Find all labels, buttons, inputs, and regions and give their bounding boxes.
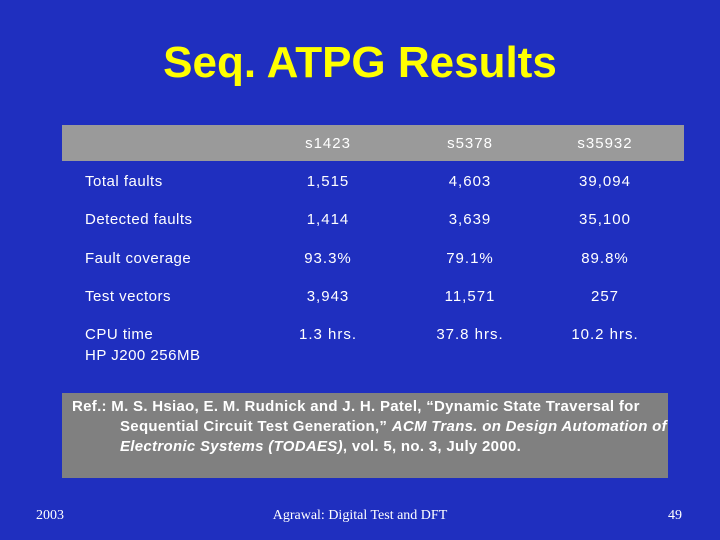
table-cell: 1,515 bbox=[306, 173, 350, 190]
table-cell: 3,639 bbox=[448, 211, 492, 228]
reference: Ref.: M. S. Hsiao, E. M. Rudnick and J. … bbox=[72, 397, 710, 457]
table-cell: 4,603 bbox=[448, 173, 492, 190]
row-label: Total faults bbox=[85, 173, 163, 190]
row-label: HP J200 256MB bbox=[85, 347, 201, 364]
reference-box: Ref.: M. S. Hsiao, E. M. Rudnick and J. … bbox=[62, 393, 668, 478]
table-cell: 11,571 bbox=[444, 288, 496, 305]
table-cell: 39,094 bbox=[579, 173, 631, 190]
table-cell: 1.3 hrs. bbox=[298, 326, 358, 343]
table-cell: 37.8 hrs. bbox=[436, 326, 504, 343]
table-cell: 35,100 bbox=[579, 211, 631, 228]
reference-text: , vol. 5, no. 3, July 2000. bbox=[342, 438, 522, 455]
table-cell: 79.1% bbox=[446, 250, 494, 267]
row-label: Detected faults bbox=[85, 211, 193, 228]
reference-journal: ACM Trans. on Design Automation of Elect… bbox=[120, 418, 667, 455]
page-number: 49 bbox=[668, 508, 682, 523]
row-label: Fault coverage bbox=[85, 250, 192, 267]
header-band bbox=[62, 125, 684, 161]
footer-title: Agrawal: Digital Test and DFT bbox=[272, 508, 448, 523]
table-cell: 257 bbox=[590, 288, 620, 305]
footer-year: 2003 bbox=[36, 508, 64, 523]
column-header: s1423 bbox=[305, 135, 351, 152]
column-header: s5378 bbox=[447, 135, 493, 152]
table-cell: 1,414 bbox=[306, 211, 350, 228]
table-cell: 3,943 bbox=[306, 288, 350, 305]
slide-title: Seq. ATPG Results bbox=[163, 38, 557, 87]
table-cell: 93.3% bbox=[304, 250, 352, 267]
table-cell: 10.2 hrs. bbox=[571, 326, 639, 343]
row-label: CPU time bbox=[85, 326, 154, 343]
row-label: Test vectors bbox=[85, 288, 172, 305]
column-header: s35932 bbox=[577, 135, 633, 152]
table-cell: 89.8% bbox=[581, 250, 629, 267]
reference-text: Ref.: M. S. Hsiao, E. M. Rudnick and J. … bbox=[72, 398, 640, 435]
